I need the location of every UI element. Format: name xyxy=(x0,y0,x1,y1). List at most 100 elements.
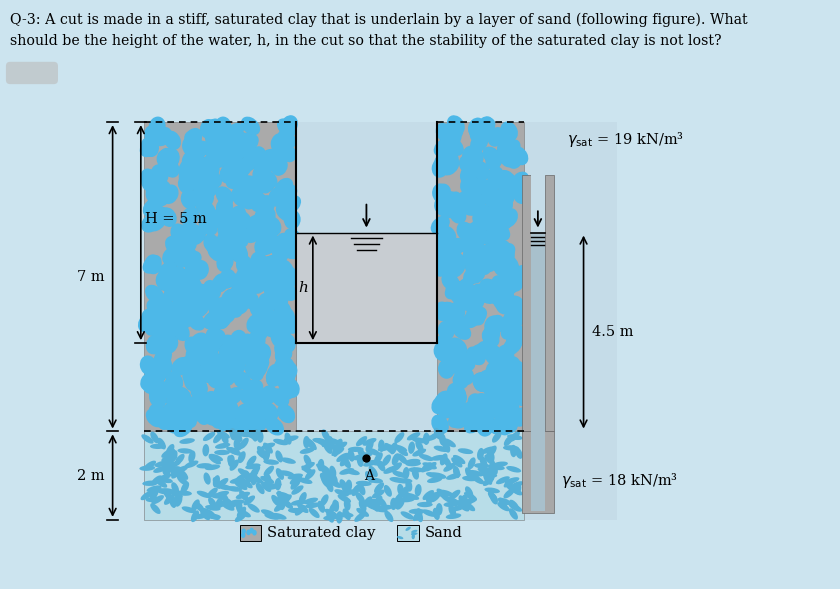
Ellipse shape xyxy=(276,468,284,480)
Ellipse shape xyxy=(275,178,293,197)
Ellipse shape xyxy=(488,451,495,463)
Ellipse shape xyxy=(162,376,180,396)
Ellipse shape xyxy=(142,214,160,233)
Ellipse shape xyxy=(446,391,463,411)
Ellipse shape xyxy=(281,362,297,381)
Ellipse shape xyxy=(164,282,182,302)
Ellipse shape xyxy=(164,494,175,505)
Ellipse shape xyxy=(433,257,451,277)
Ellipse shape xyxy=(250,465,260,477)
Ellipse shape xyxy=(155,354,172,373)
Ellipse shape xyxy=(491,399,509,419)
Ellipse shape xyxy=(515,447,522,459)
Ellipse shape xyxy=(241,117,260,135)
Ellipse shape xyxy=(489,170,506,190)
Ellipse shape xyxy=(179,159,196,179)
Ellipse shape xyxy=(492,383,509,403)
Ellipse shape xyxy=(142,137,159,157)
Ellipse shape xyxy=(215,443,230,449)
Ellipse shape xyxy=(199,207,216,227)
Ellipse shape xyxy=(481,279,499,298)
Ellipse shape xyxy=(257,446,266,457)
Ellipse shape xyxy=(165,466,181,472)
Ellipse shape xyxy=(237,509,251,517)
Ellipse shape xyxy=(511,265,530,283)
Ellipse shape xyxy=(166,461,181,468)
Ellipse shape xyxy=(438,359,455,379)
Ellipse shape xyxy=(261,150,278,169)
Ellipse shape xyxy=(321,468,334,477)
Ellipse shape xyxy=(207,243,226,262)
Ellipse shape xyxy=(150,363,166,383)
Ellipse shape xyxy=(503,337,522,355)
Ellipse shape xyxy=(154,127,172,146)
Ellipse shape xyxy=(315,438,328,446)
Ellipse shape xyxy=(258,308,275,328)
Ellipse shape xyxy=(270,330,289,350)
Ellipse shape xyxy=(434,197,451,217)
Text: H = 5 m: H = 5 m xyxy=(145,213,207,226)
Ellipse shape xyxy=(252,353,270,373)
Ellipse shape xyxy=(462,498,477,505)
Ellipse shape xyxy=(240,153,259,172)
Ellipse shape xyxy=(449,386,466,406)
Ellipse shape xyxy=(213,382,231,402)
Ellipse shape xyxy=(504,356,521,376)
Ellipse shape xyxy=(156,299,173,319)
Ellipse shape xyxy=(367,499,383,504)
Ellipse shape xyxy=(229,229,249,247)
Ellipse shape xyxy=(489,465,505,470)
Ellipse shape xyxy=(244,224,262,243)
Ellipse shape xyxy=(471,256,491,275)
Ellipse shape xyxy=(202,406,220,426)
Ellipse shape xyxy=(406,479,412,492)
Ellipse shape xyxy=(334,489,349,497)
Ellipse shape xyxy=(188,451,196,463)
Ellipse shape xyxy=(224,387,243,406)
Ellipse shape xyxy=(218,238,235,258)
Ellipse shape xyxy=(241,143,260,163)
Ellipse shape xyxy=(276,238,293,258)
Ellipse shape xyxy=(465,158,481,177)
Ellipse shape xyxy=(236,268,253,287)
Ellipse shape xyxy=(190,348,207,368)
Ellipse shape xyxy=(433,239,451,258)
Ellipse shape xyxy=(266,367,283,386)
Ellipse shape xyxy=(443,456,451,467)
Ellipse shape xyxy=(507,434,522,440)
Ellipse shape xyxy=(488,198,507,217)
Ellipse shape xyxy=(274,303,292,322)
Ellipse shape xyxy=(484,385,501,405)
Ellipse shape xyxy=(477,448,484,460)
Ellipse shape xyxy=(408,442,415,454)
Bar xyxy=(437,123,524,431)
Ellipse shape xyxy=(390,477,405,483)
Ellipse shape xyxy=(255,260,272,280)
Ellipse shape xyxy=(491,215,509,234)
Ellipse shape xyxy=(229,217,247,237)
Ellipse shape xyxy=(155,293,173,312)
Ellipse shape xyxy=(433,138,453,157)
Ellipse shape xyxy=(144,461,156,470)
Ellipse shape xyxy=(215,130,232,150)
Ellipse shape xyxy=(495,294,512,315)
Ellipse shape xyxy=(270,156,288,176)
Ellipse shape xyxy=(205,133,223,153)
Ellipse shape xyxy=(477,396,495,416)
Ellipse shape xyxy=(281,458,296,464)
Ellipse shape xyxy=(141,308,158,328)
Ellipse shape xyxy=(466,235,484,254)
Ellipse shape xyxy=(145,176,163,194)
Ellipse shape xyxy=(277,118,297,137)
Ellipse shape xyxy=(211,409,229,429)
Ellipse shape xyxy=(470,344,487,364)
Ellipse shape xyxy=(496,193,513,213)
Text: A: A xyxy=(365,469,375,483)
Ellipse shape xyxy=(396,454,407,464)
Ellipse shape xyxy=(329,501,339,512)
Ellipse shape xyxy=(367,448,381,456)
Ellipse shape xyxy=(270,276,287,296)
Ellipse shape xyxy=(481,472,497,478)
Ellipse shape xyxy=(336,511,343,524)
Ellipse shape xyxy=(244,470,251,482)
